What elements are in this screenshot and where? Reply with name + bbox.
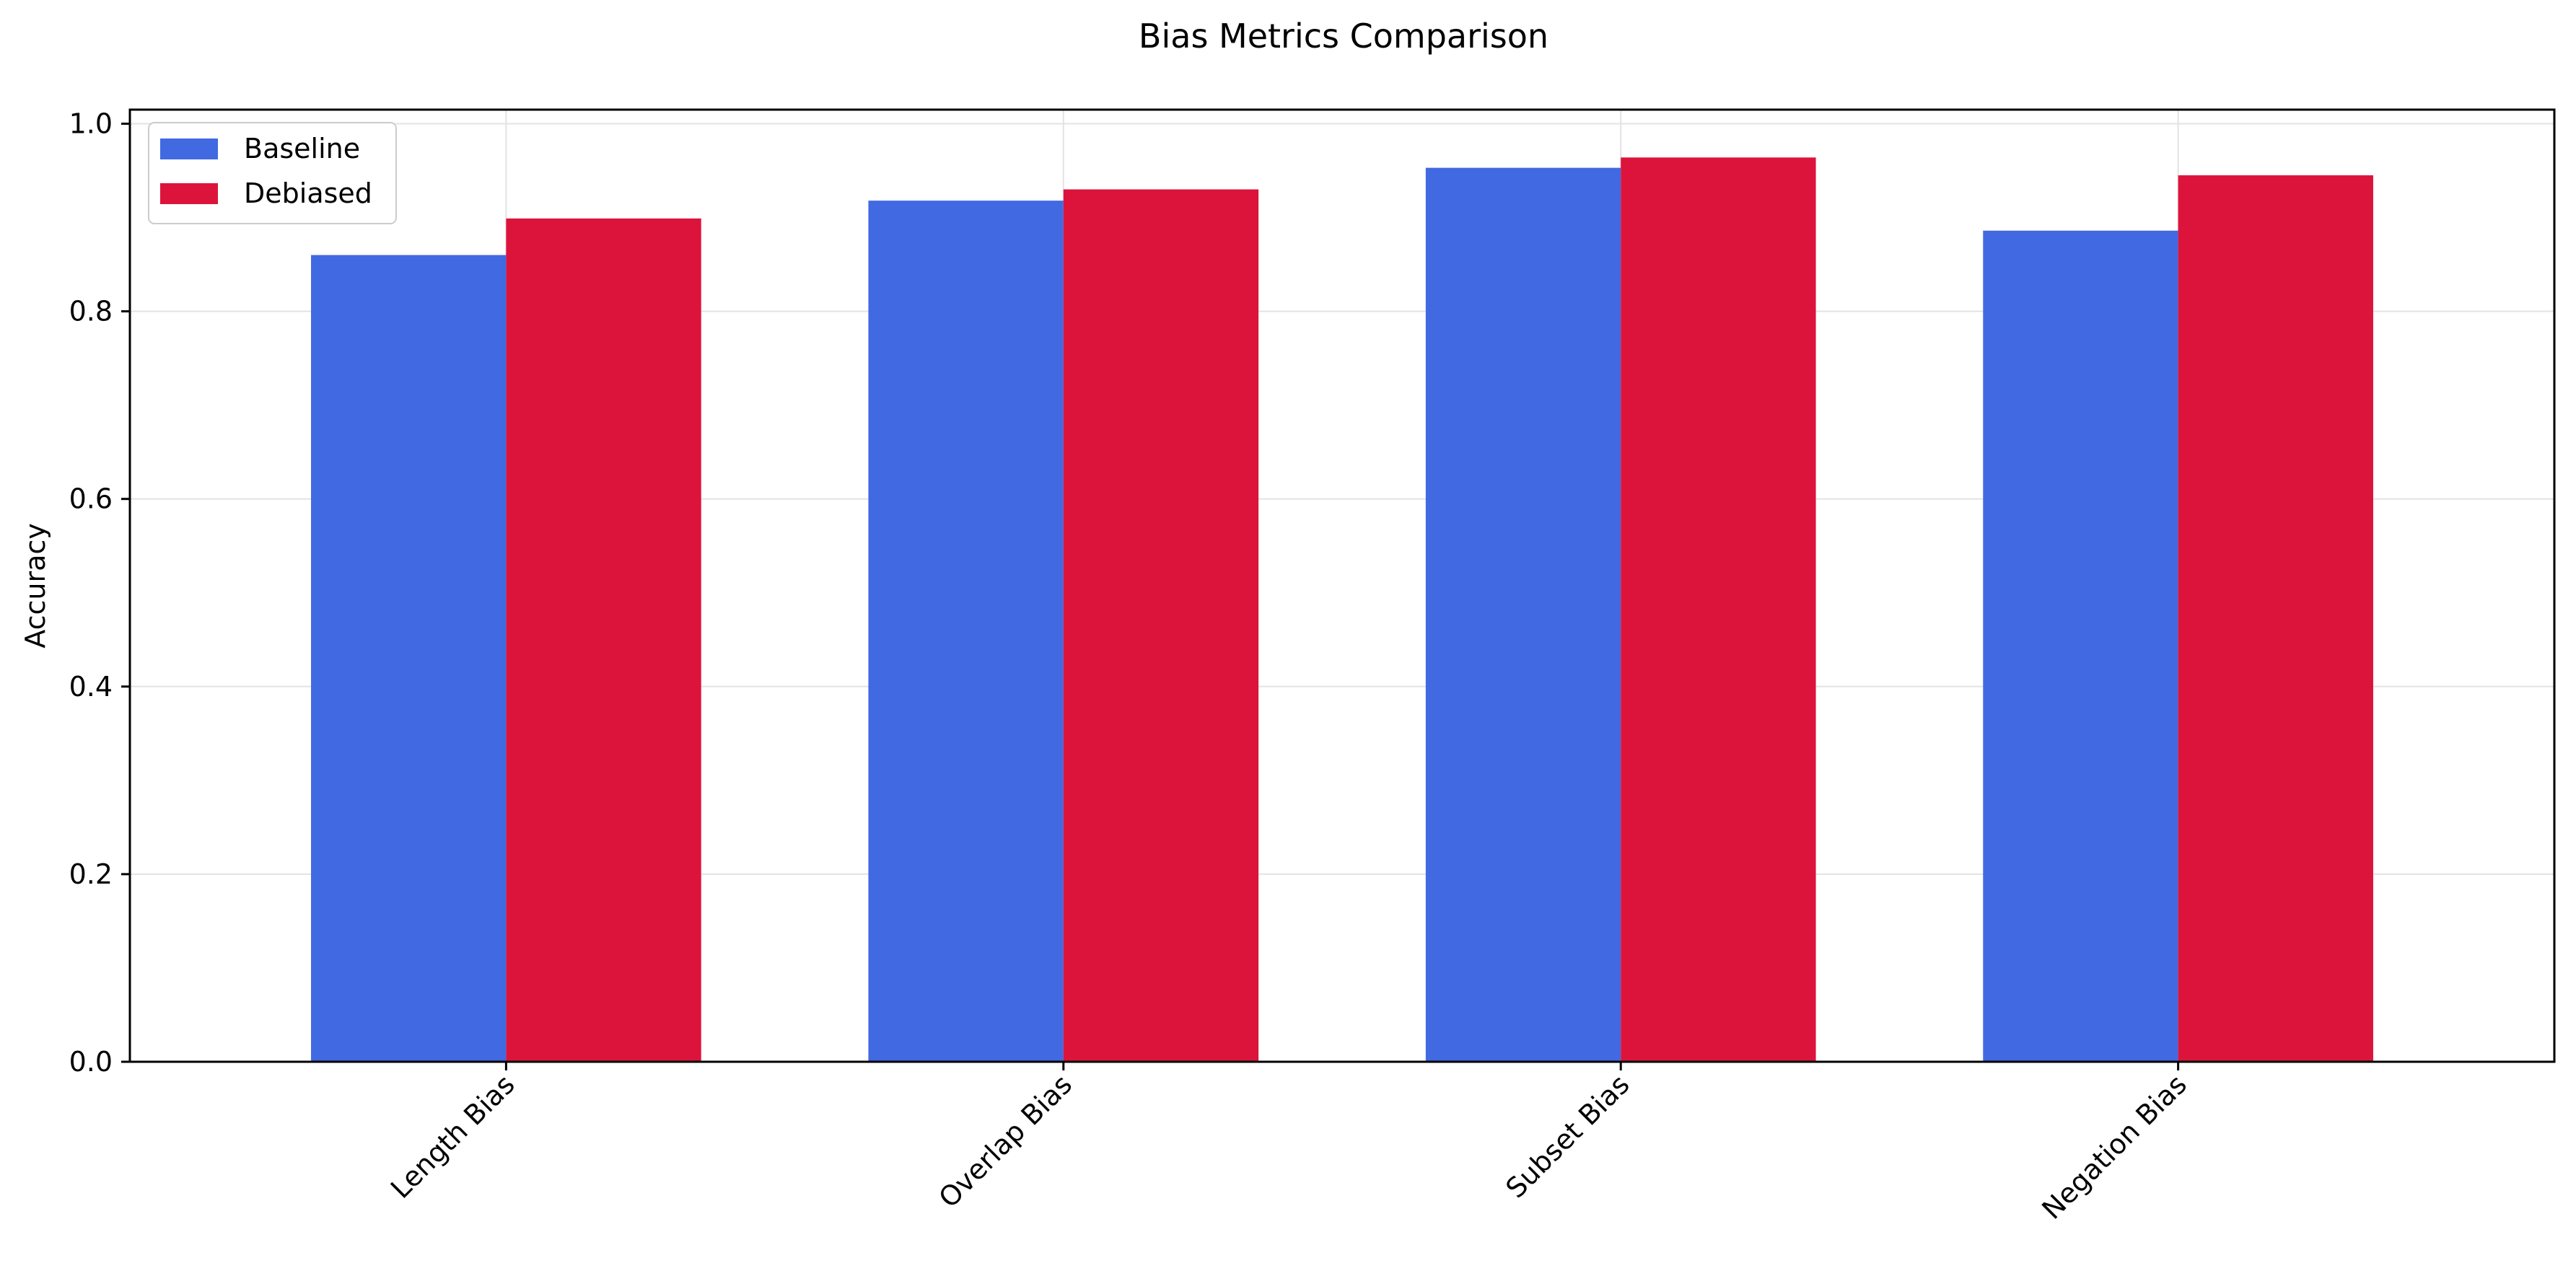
bar-debiased-subset-bias — [1621, 157, 1816, 1062]
y-axis-label: Accuracy — [19, 523, 51, 648]
plot-frame — [128, 108, 2556, 1063]
legend-label-debiased: Debiased — [244, 177, 372, 209]
x-axis-ticks: Length Bias Overlap Bias Subset Bias Negati… — [385, 1062, 2193, 1226]
legend-swatch-debiased — [160, 183, 218, 204]
legend-swatch-baseline — [160, 138, 218, 159]
bar-baseline-subset-bias — [1425, 167, 1621, 1062]
y-tick-label: 0.4 — [69, 671, 113, 703]
bar-baseline-length-bias — [311, 255, 507, 1062]
y-axis-ticks: 0.0 0.2 0.4 0.6 0.8 1.0 — [69, 108, 130, 1078]
y-tick-label: 0.2 — [69, 858, 113, 890]
bar-debiased-negation-bias — [2178, 175, 2373, 1062]
legend-label-baseline: Baseline — [244, 133, 360, 164]
y-tick-label: 0.6 — [69, 483, 113, 515]
legend: Baseline Debiased — [148, 122, 397, 224]
chart-title: Bias Metrics Comparison — [1139, 17, 1548, 56]
bar-baseline-overlap-bias — [868, 201, 1064, 1062]
bars — [311, 157, 2373, 1062]
y-tick-label: 0.0 — [69, 1046, 113, 1078]
x-tick-label: Negation Bias — [2036, 1068, 2193, 1226]
bar-debiased-overlap-bias — [1063, 189, 1259, 1062]
bar-baseline-negation-bias — [1983, 230, 2178, 1062]
y-tick-label: 1.0 — [69, 108, 113, 140]
x-tick-label: Length Bias — [385, 1068, 521, 1205]
x-tick-label: Subset Bias — [1499, 1068, 1635, 1204]
y-tick-label: 0.8 — [69, 296, 113, 327]
bar-debiased-length-bias — [506, 218, 701, 1062]
x-tick-label: Overlap Bias — [933, 1068, 1079, 1214]
